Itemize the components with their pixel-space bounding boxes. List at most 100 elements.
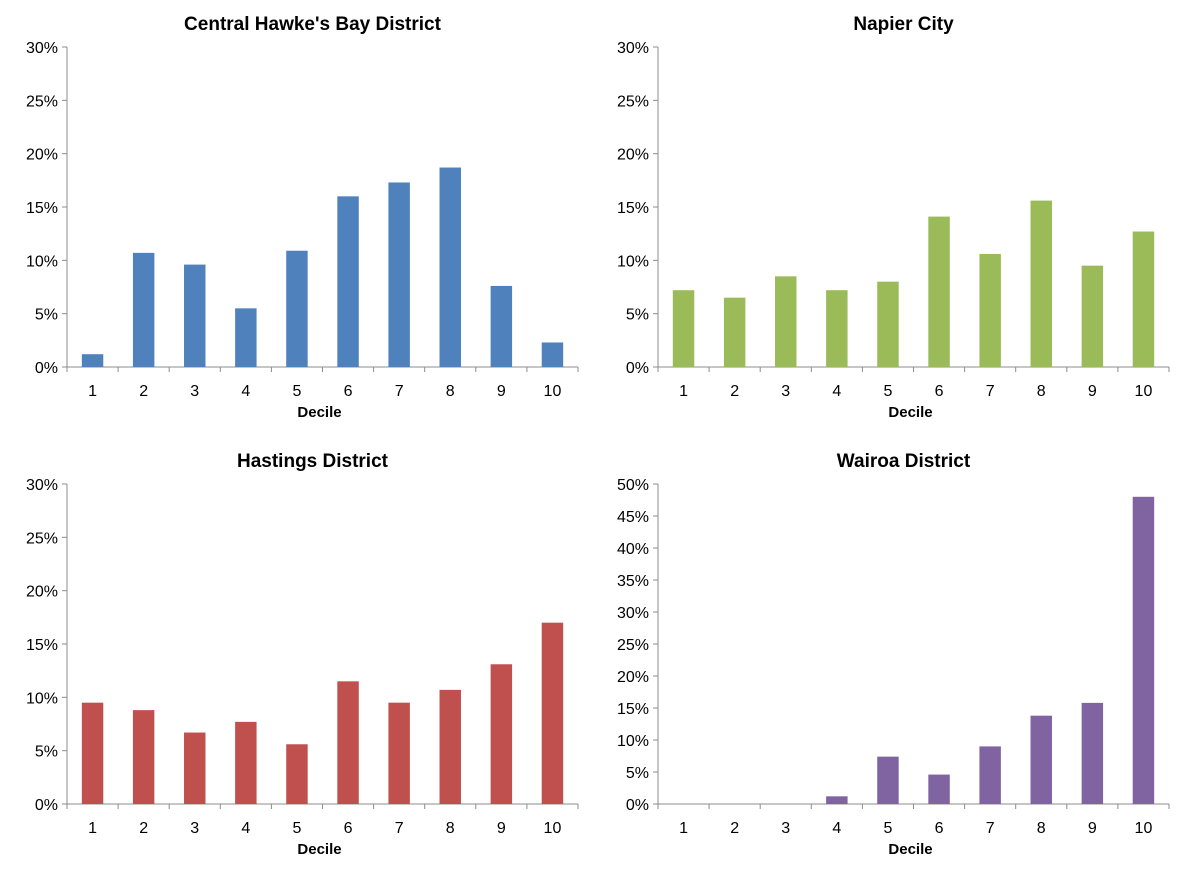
x-tick-label: 10	[1135, 383, 1153, 400]
x-tick-label: 4	[832, 820, 841, 837]
chart-svg: Wairoa District 0% 5% 10% 15% 20% 25% 30% 35% 40%…	[617, 451, 1170, 858]
x-tick-label: 8	[446, 820, 455, 837]
y-tick-label: 10%	[617, 733, 649, 750]
y-tick-label: 5%	[626, 765, 649, 782]
x-tick-label: 9	[497, 383, 506, 400]
y-tick-label: 5%	[35, 307, 58, 324]
y-tick-label: 50%	[617, 477, 649, 494]
x-tick-label: 6	[344, 383, 353, 400]
bar-decile-2	[132, 710, 155, 804]
y-tick-label: 30%	[26, 40, 58, 57]
x-tick-label: 4	[832, 383, 841, 400]
x-tick-label: 3	[190, 383, 199, 400]
x-tick-label: 3	[781, 820, 790, 837]
x-tick-label: 2	[730, 383, 739, 400]
y-tick-label: 0%	[35, 360, 58, 377]
chart-title: Napier City	[853, 14, 954, 35]
x-tick-label: 2	[730, 820, 739, 837]
y-tick-label: 10%	[26, 253, 58, 270]
x-tick-label: 2	[139, 820, 148, 837]
bar-decile-6	[337, 681, 359, 804]
bar-decile-4	[826, 796, 848, 804]
y-tick-label: 25%	[26, 93, 58, 110]
x-axis-label: Decile	[888, 404, 932, 421]
bar-decile-2	[132, 252, 155, 367]
y-tick-label: 25%	[26, 530, 58, 547]
y-tick-label: 0%	[626, 797, 649, 814]
x-tick-label: 8	[1037, 820, 1046, 837]
y-tick-label: 5%	[35, 744, 58, 761]
chart-panel-napier-city: Napier City 0% 5% 10% 15% 20% 25% 30% 1 2 3 4 5 6 7 8 9 1…	[591, 0, 1182, 436]
y-tick-label: 15%	[617, 701, 649, 718]
x-tick-label: 7	[395, 383, 404, 400]
y-tick-label: 35%	[617, 573, 649, 590]
bar-decile-9	[1081, 265, 1104, 367]
y-tick-label: 20%	[26, 147, 58, 164]
y-tick-label: 15%	[617, 200, 649, 217]
y-tick-label: 10%	[617, 253, 649, 270]
x-tick-label: 4	[241, 820, 250, 837]
chart-title: Hastings District	[237, 451, 389, 472]
x-axis-label: Decile	[297, 404, 341, 421]
x-tick-label: 10	[544, 820, 562, 837]
y-tick-label: 30%	[617, 605, 649, 622]
bar-decile-5	[286, 250, 308, 367]
y-tick-label: 0%	[626, 360, 649, 377]
bar-decile-5	[877, 281, 899, 367]
x-tick-label: 1	[679, 820, 688, 837]
y-tick-label: 25%	[617, 637, 649, 654]
x-tick-label: 1	[88, 383, 97, 400]
bar-decile-6	[337, 196, 359, 367]
y-tick-label: 5%	[626, 307, 649, 324]
y-tick-label: 20%	[617, 147, 649, 164]
x-axis-label: Decile	[888, 841, 932, 858]
x-tick-label: 4	[241, 383, 250, 400]
chart-svg: Hastings District 0% 5% 10% 15% 20% 25% 30% 1 2 3 4…	[26, 451, 579, 858]
bar-decile-1	[81, 354, 104, 367]
bar-decile-5	[877, 756, 899, 804]
chart-svg: Napier City 0% 5% 10% 15% 20% 25% 30% 1 2 3 4 5 6 7 8 9 1…	[617, 14, 1170, 421]
bar-decile-6	[928, 774, 950, 804]
bar-decile-9	[1081, 702, 1104, 804]
bar-decile-4	[826, 290, 848, 367]
x-tick-label: 9	[1088, 820, 1097, 837]
bar-decile-1	[81, 702, 104, 804]
bar-decile-6	[928, 216, 950, 367]
chart-title: Central Hawke's Bay District	[184, 14, 442, 35]
bar-decile-10	[541, 342, 564, 367]
bar-decile-10	[1132, 496, 1155, 804]
y-tick-label: 20%	[26, 584, 58, 601]
x-tick-label: 5	[292, 383, 301, 400]
x-tick-label: 6	[935, 820, 944, 837]
bar-decile-4	[235, 308, 257, 367]
x-tick-label: 7	[395, 820, 404, 837]
y-tick-label: 20%	[617, 669, 649, 686]
y-tick-label: 25%	[617, 93, 649, 110]
x-tick-label: 8	[446, 383, 455, 400]
y-tick-label: 15%	[26, 200, 58, 217]
bar-decile-10	[541, 622, 564, 804]
bar-decile-7	[979, 746, 1001, 804]
x-tick-label: 5	[292, 820, 301, 837]
bar-decile-3	[184, 732, 206, 804]
x-tick-label: 1	[88, 820, 97, 837]
bar-decile-7	[979, 253, 1001, 367]
bar-decile-7	[388, 182, 410, 367]
x-tick-label: 9	[497, 820, 506, 837]
x-tick-label: 6	[935, 383, 944, 400]
y-tick-label: 15%	[26, 637, 58, 654]
chart-panel-central-hawkes-bay: Central Hawke's Bay District 0% 5% 10% 15% 20…	[0, 0, 591, 436]
x-tick-label: 10	[544, 383, 562, 400]
y-tick-label: 45%	[617, 509, 649, 526]
bar-decile-8	[1030, 200, 1052, 367]
chart-svg: Central Hawke's Bay District 0% 5% 10% 15% 20…	[26, 14, 579, 421]
x-tick-label: 2	[139, 383, 148, 400]
bar-decile-3	[775, 276, 797, 367]
x-tick-label: 7	[986, 820, 995, 837]
chart-title: Wairoa District	[837, 451, 971, 472]
x-tick-label: 8	[1037, 383, 1046, 400]
chart-panel-hastings: Hastings District 0% 5% 10% 15% 20% 25% 30% 1 2 3 4…	[0, 437, 591, 873]
bar-decile-8	[439, 167, 461, 367]
x-tick-label: 3	[781, 383, 790, 400]
y-tick-label: 10%	[26, 690, 58, 707]
